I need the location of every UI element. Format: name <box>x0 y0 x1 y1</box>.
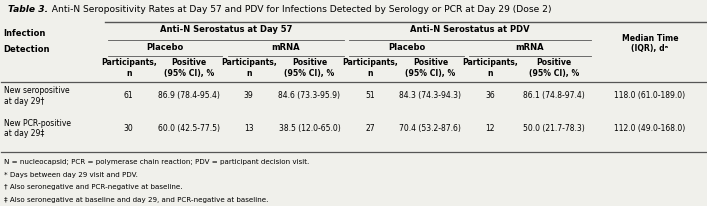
Text: 38.5 (12.0-65.0): 38.5 (12.0-65.0) <box>279 124 340 133</box>
Text: Placebo: Placebo <box>388 43 425 52</box>
Text: Positive
(95% CI), %: Positive (95% CI), % <box>163 58 214 77</box>
Text: 51: 51 <box>366 91 375 100</box>
Text: Anti-N Serostatus at Day 57: Anti-N Serostatus at Day 57 <box>160 25 292 34</box>
Text: Anti-N Serostatus at PDV: Anti-N Serostatus at PDV <box>410 25 530 34</box>
Text: 112.0 (49.0-168.0): 112.0 (49.0-168.0) <box>614 124 686 133</box>
Text: 30: 30 <box>124 124 134 133</box>
Text: mRNA: mRNA <box>515 43 544 52</box>
Text: 84.6 (73.3-95.9): 84.6 (73.3-95.9) <box>279 91 340 100</box>
Text: Table 3.: Table 3. <box>8 5 48 14</box>
Text: N = nucleocapsid; PCR = polymerase chain reaction; PDV = participant decision vi: N = nucleocapsid; PCR = polymerase chain… <box>4 159 309 165</box>
Text: † Also seronegative and PCR-negative at baseline.: † Also seronegative and PCR-negative at … <box>4 184 182 190</box>
Text: 13: 13 <box>244 124 254 133</box>
Text: 86.1 (74.8-97.4): 86.1 (74.8-97.4) <box>523 91 585 100</box>
Text: 39: 39 <box>244 91 254 100</box>
Text: 36: 36 <box>486 91 496 100</box>
Text: Anti-N Seropositivity Rates at Day 57 and PDV for Infections Detected by Serolog: Anti-N Seropositivity Rates at Day 57 an… <box>46 5 551 14</box>
Text: Median Time
(IQR), dᵃ: Median Time (IQR), dᵃ <box>621 34 678 53</box>
Text: Participants,
n: Participants, n <box>342 58 398 77</box>
Text: 61: 61 <box>124 91 134 100</box>
Text: Placebo: Placebo <box>146 43 184 52</box>
Text: New PCR-positive
at day 29‡: New PCR-positive at day 29‡ <box>4 119 71 138</box>
Text: Positive
(95% CI), %: Positive (95% CI), % <box>529 58 579 77</box>
Text: Infection: Infection <box>4 29 46 38</box>
Text: Participants,
n: Participants, n <box>101 58 157 77</box>
Text: 12: 12 <box>486 124 495 133</box>
Text: Participants,
n: Participants, n <box>221 58 276 77</box>
Text: 50.0 (21.7-78.3): 50.0 (21.7-78.3) <box>523 124 585 133</box>
Text: 60.0 (42.5-77.5): 60.0 (42.5-77.5) <box>158 124 220 133</box>
Text: Participants,
n: Participants, n <box>462 58 518 77</box>
Text: 84.3 (74.3-94.3): 84.3 (74.3-94.3) <box>399 91 462 100</box>
Text: mRNA: mRNA <box>271 43 300 52</box>
Text: New seropositive
at day 29†: New seropositive at day 29† <box>4 86 69 105</box>
Text: * Days between day 29 visit and PDV.: * Days between day 29 visit and PDV. <box>4 172 137 178</box>
Text: Positive
(95% CI), %: Positive (95% CI), % <box>284 58 334 77</box>
Text: Positive
(95% CI), %: Positive (95% CI), % <box>405 58 455 77</box>
Text: 27: 27 <box>366 124 375 133</box>
Text: Detection: Detection <box>4 45 50 54</box>
Text: 86.9 (78.4-95.4): 86.9 (78.4-95.4) <box>158 91 220 100</box>
Text: ‡ Also seronegative at baseline and day 29, and PCR-negative at baseline.: ‡ Also seronegative at baseline and day … <box>4 197 268 203</box>
Text: 70.4 (53.2-87.6): 70.4 (53.2-87.6) <box>399 124 462 133</box>
Text: 118.0 (61.0-189.0): 118.0 (61.0-189.0) <box>614 91 685 100</box>
